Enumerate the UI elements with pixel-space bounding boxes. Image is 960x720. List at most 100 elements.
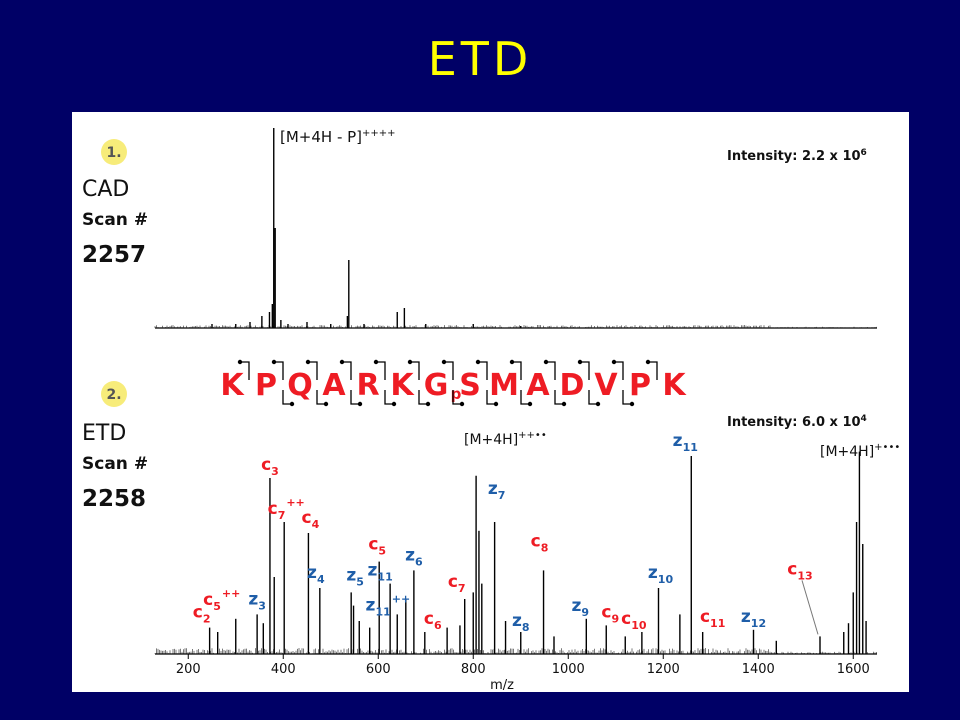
spectra-panel: 1. CAD Scan # 2257 [M+4H - P]++++ Intens… — [72, 112, 909, 693]
residue-3: Q — [287, 368, 313, 403]
x-tick-label: 1600 — [837, 662, 870, 677]
panel2-intensity: Intensity: 6.0 x 104 — [727, 414, 867, 430]
bracket-arrow — [543, 359, 549, 365]
bracket-arrow — [527, 401, 533, 407]
phospho-mark: p — [451, 385, 462, 403]
residue-2: P — [255, 368, 277, 403]
bracket-arrow — [357, 401, 363, 407]
c-ion-bracket — [274, 361, 284, 380]
ion-label-c2: c2 — [193, 603, 211, 626]
ion-label-c7: c7++ — [268, 496, 305, 522]
z-ion-bracket — [554, 390, 564, 405]
residue-11: D — [560, 368, 585, 403]
residue-14: K — [662, 368, 687, 403]
ion-label-c5: c5 — [368, 535, 386, 558]
badge-2-label: 2. — [106, 387, 121, 403]
residue-10: A — [526, 368, 550, 403]
etd-x-axis: 200 400 600 800 1000 1200 1400 1600 m/z — [155, 653, 877, 693]
residue-8: S — [459, 368, 481, 403]
ion-label-z8: z8 — [512, 611, 530, 634]
z-ion-bracket — [316, 390, 326, 405]
ion-label-z7: z7 — [488, 479, 506, 502]
ion-label-z12: z12 — [741, 607, 766, 630]
panel1-precursor-label: [M+4H - P]++++ — [280, 128, 396, 146]
bracket-arrow — [509, 359, 515, 365]
residue-6: K — [390, 368, 415, 403]
panel2-charge-reduced-label: [M+4H]+••• — [820, 442, 900, 460]
panel2-precursor-label: [M+4H]++•• — [464, 430, 547, 448]
x-tick-label: 1200 — [647, 662, 680, 677]
bracket-arrow — [339, 359, 345, 365]
badge-1-label: 1. — [106, 145, 121, 161]
ion-label-z3: z3 — [248, 589, 266, 612]
residue-13: P — [629, 368, 651, 403]
x-tick-label: 200 — [176, 662, 201, 677]
c-ion-bracket — [546, 361, 556, 380]
ion-label-z6: z6 — [405, 545, 423, 568]
ion-label-z9: z9 — [572, 596, 590, 619]
c-ion-bracket — [648, 361, 658, 380]
ion-label-c3: c3 — [261, 455, 279, 478]
bracket-arrow — [493, 401, 499, 407]
ion-label-z11: z11 — [368, 561, 393, 584]
x-tick-label: 600 — [366, 662, 391, 677]
c13-leader-line — [801, 580, 819, 635]
x-tick-label: 800 — [461, 662, 486, 677]
bracket-arrow — [271, 359, 277, 365]
badge-2-circle — [101, 381, 127, 407]
c-ion-bracket — [376, 361, 386, 380]
c-ion-bracket — [410, 361, 420, 380]
x-tick-label: 400 — [271, 662, 296, 677]
z-ion-bracket — [350, 390, 360, 405]
slide-title: ETD — [427, 32, 533, 86]
residue-12: V — [594, 368, 618, 403]
residue-4: A — [322, 368, 346, 403]
cad-spectrum — [154, 128, 877, 329]
ion-label-c4: c4 — [302, 508, 320, 531]
ion-label-z11: z11++ — [366, 592, 411, 618]
bracket-arrow — [237, 359, 243, 365]
ion-label-c13: c13 — [787, 559, 812, 582]
bracket-arrow — [595, 401, 601, 407]
z-ion-bracket — [520, 390, 530, 405]
x-tick-label: 1000 — [552, 662, 585, 677]
bracket-arrow — [391, 401, 397, 407]
residue-5: R — [356, 368, 379, 403]
ion-label-z4: z4 — [307, 563, 325, 586]
c-ion-bracket — [580, 361, 590, 380]
c-ion-bracket — [240, 361, 250, 380]
ion-label-c11: c11 — [700, 607, 725, 630]
spectra-figure: 1. CAD Scan # 2257 [M+4H - P]++++ Intens… — [82, 128, 900, 693]
panel1-scan-label: Scan # — [82, 210, 148, 230]
z-ion-bracket — [588, 390, 598, 405]
z-ion-bracket — [452, 390, 462, 405]
ion-label-c9: c9 — [601, 602, 619, 625]
bracket-arrow — [425, 401, 431, 407]
x-axis-label: m/z — [490, 678, 514, 692]
panel1-intensity: Intensity: 2.2 x 106 — [727, 148, 867, 164]
residue-7: G — [424, 368, 449, 403]
residue-1: K — [220, 368, 245, 403]
bracket-arrow — [611, 359, 617, 365]
bracket-arrow — [373, 359, 379, 365]
bracket-arrow — [323, 401, 329, 407]
c-ion-bracket — [614, 361, 624, 380]
ion-label-c10: c10 — [621, 609, 647, 632]
ion-label-c8: c8 — [531, 531, 549, 554]
bracket-arrow — [305, 359, 311, 365]
c-ion-bracket — [478, 361, 488, 380]
ion-label-c6: c6 — [424, 609, 442, 632]
z-ion-bracket — [418, 390, 428, 405]
panel1-method: CAD — [82, 177, 129, 202]
c-ion-bracket — [512, 361, 522, 380]
peptide-sequence: K P Q A R K G Sp M A D V P K — [220, 359, 687, 407]
etd-spectrum — [154, 451, 877, 654]
bracket-arrow — [407, 359, 413, 365]
panel2-scan-number: 2258 — [82, 486, 146, 512]
z-ion-bracket — [486, 390, 496, 405]
bracket-arrow — [459, 401, 465, 407]
bracket-arrow — [645, 359, 651, 365]
z-ion-bracket — [384, 390, 394, 405]
bracket-arrow — [441, 359, 447, 365]
residue-9: M — [489, 368, 519, 403]
